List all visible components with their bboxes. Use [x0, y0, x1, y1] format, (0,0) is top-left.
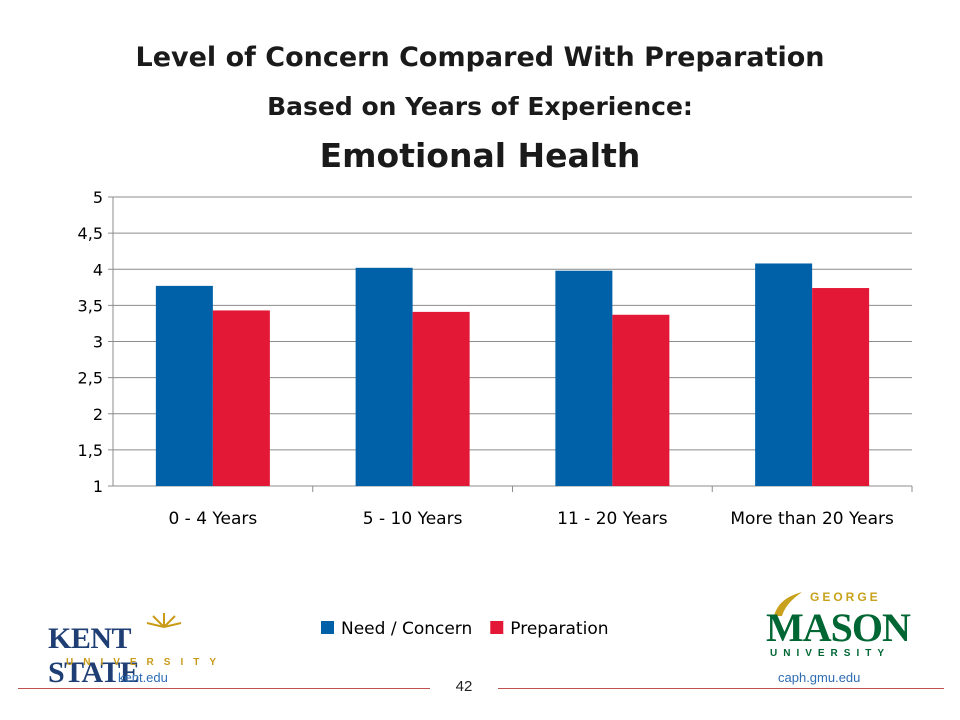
y-tick-label: 5 [93, 188, 103, 207]
george-mason-logo: GEORGE MASON UNIVERSITY [766, 588, 911, 668]
mason-wordmark: MASON [766, 605, 911, 650]
legend-label: Need / Concern [341, 619, 472, 639]
bar-need-concern-3 [755, 263, 813, 486]
mason-flame-icon [774, 592, 802, 616]
y-tick-label: 1,5 [78, 441, 103, 460]
x-tick-label: More than 20 Years [730, 509, 894, 529]
bar-need-concern-2 [555, 270, 613, 486]
kent-state-subtext: UNIVERSITY [66, 657, 227, 668]
page-number: 42 [455, 678, 473, 695]
legend-swatch [490, 621, 504, 634]
x-tick-labels: 0 - 4 Years 5 - 10 Years 11 - 20 Years More… [168, 509, 894, 529]
sun-rays-icon [146, 613, 182, 628]
y-tick-label: 4 [93, 260, 103, 279]
kent-url[interactable]: kent.edu [118, 670, 168, 685]
x-tick-label: 0 - 4 Years [168, 509, 257, 529]
mason-george-text: GEORGE [810, 590, 881, 604]
mason-subtext: UNIVERSITY [770, 648, 891, 659]
bar-preparation-3 [812, 288, 870, 486]
y-tick-label: 4,5 [78, 224, 103, 243]
bars [155, 263, 870, 486]
bar-need-concern-0 [155, 285, 213, 486]
x-tick-label: 11 - 20 Years [557, 509, 668, 529]
footer-divider-left [18, 688, 430, 689]
legend-swatch [321, 621, 334, 634]
y-tick-label: 2,5 [78, 369, 103, 388]
y-tick-label: 2 [93, 405, 103, 424]
legend-label: Preparation [510, 619, 608, 639]
kent-state-logo: KENT STATE UNIVERSITY [48, 612, 228, 689]
chart-title-line-2: Based on Years of Experience: [267, 92, 693, 121]
mason-url[interactable]: caph.gmu.edu [778, 670, 861, 685]
y-tick-label: 1 [93, 477, 103, 496]
y-tick-labels: 1 1,5 2 2,5 3 3,5 4 4,5 5 [78, 188, 103, 496]
bar-preparation-1 [412, 311, 470, 486]
y-tick-label: 3 [93, 333, 103, 352]
legend: Need / Concern Preparation [321, 619, 609, 639]
chart-title-line-1: Level of Concern Compared With Preparati… [135, 42, 825, 73]
bar-preparation-2 [612, 314, 670, 486]
bar-need-concern-1 [355, 267, 413, 486]
kent-state-wordmark: KENT STATE [48, 622, 140, 689]
chart-title-line-3: Emotional Health [319, 136, 641, 175]
footer-divider-right [498, 688, 944, 689]
x-tick-label: 5 - 10 Years [363, 509, 463, 529]
bar-preparation-0 [212, 310, 270, 486]
y-tick-label: 3,5 [78, 296, 103, 315]
